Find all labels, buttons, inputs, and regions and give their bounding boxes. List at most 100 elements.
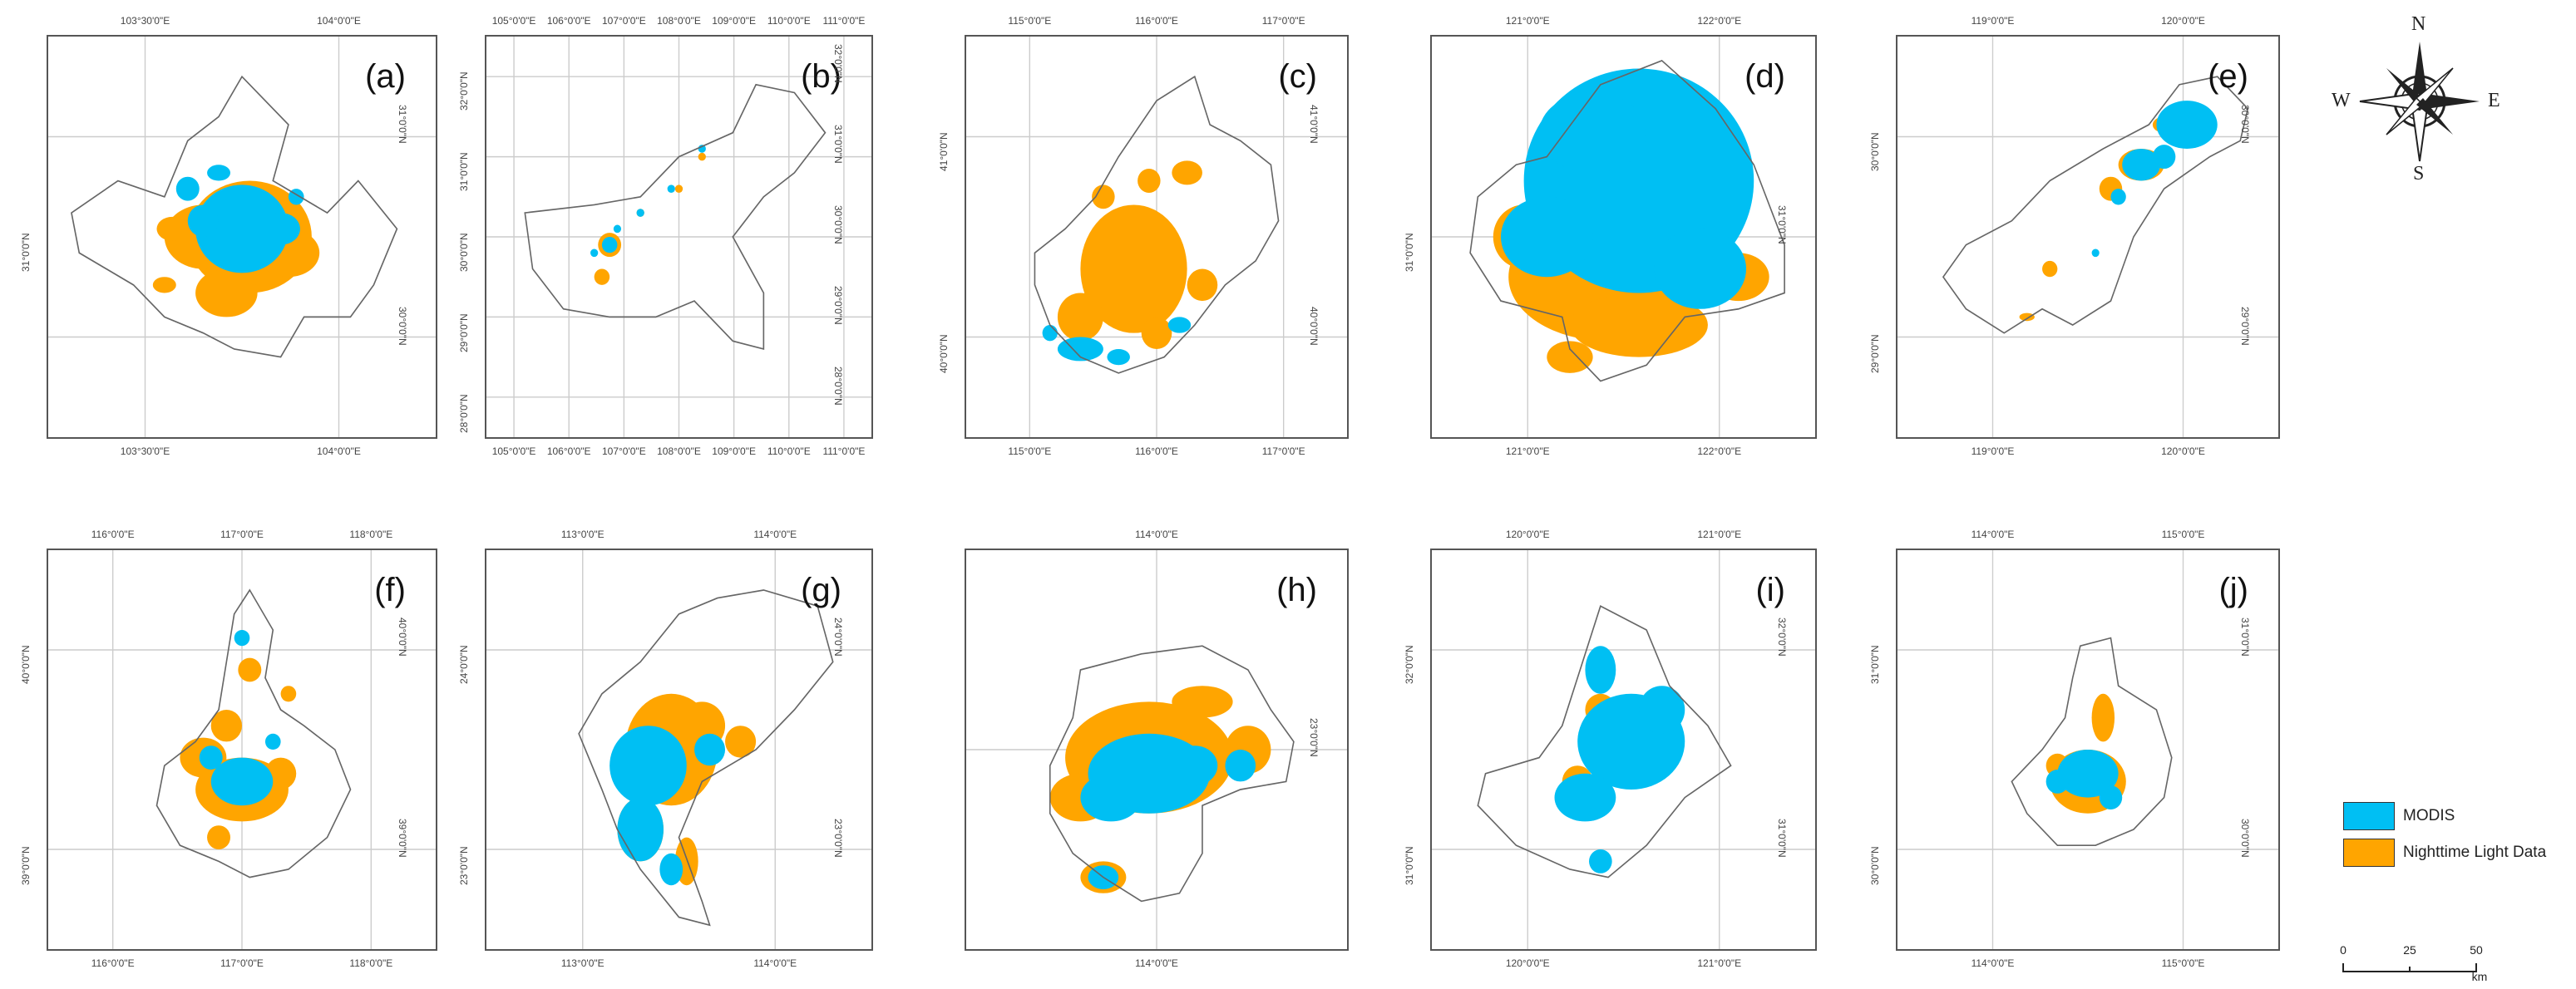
- compass-south-label: S: [2413, 163, 2425, 185]
- modis-urban-area: [1080, 773, 1142, 822]
- modis-urban-area: [2057, 750, 2119, 798]
- tick-label-top: 107°0'0"E: [601, 15, 646, 27]
- compass-rose-icon: [2359, 42, 2480, 162]
- modis-urban-area: [1500, 196, 1593, 278]
- tick-label-left: 24°0'0"N: [458, 645, 470, 684]
- modis-urban-area: [1589, 849, 1612, 873]
- modis-urban-area: [1057, 337, 1103, 362]
- city-boundary-outline: [1034, 75, 1280, 374]
- nighttime-light-urban-area: [1172, 686, 1233, 718]
- modis-urban-area: [1172, 745, 1218, 786]
- tick-label-right: 39°0'0"N: [397, 819, 409, 858]
- tick-label-left: 23°0'0"N: [458, 846, 470, 885]
- tick-label-bottom: 115°0'0"E: [2161, 957, 2205, 969]
- nighttime-light-urban-area: [1547, 341, 1593, 373]
- tick-label-bottom: 118°0'0"E: [349, 957, 393, 969]
- tick-label-bottom: 109°0'0"E: [712, 445, 757, 457]
- compass-east-label: E: [2488, 90, 2500, 111]
- tick-label-top: 119°0'0"E: [1971, 15, 2015, 27]
- panel-label: (i): [1755, 572, 1785, 608]
- city-boundary-outline: [1469, 59, 1785, 382]
- tick-label-bottom: 104°0'0"E: [317, 445, 361, 457]
- tick-label-top: 122°0'0"E: [1697, 15, 1742, 27]
- modis-urban-area: [187, 204, 220, 237]
- map-panel-e: (e) 119°0'0"E 120°0'0"E 119°0'0"E 120°0'0"E 3…: [1869, 15, 2280, 457]
- map-canvas: [48, 550, 436, 949]
- modis-urban-area: [636, 209, 644, 217]
- tick-label-right: 28°0'0"N: [832, 367, 845, 406]
- nighttime-light-urban-area: [280, 686, 297, 702]
- nighttime-light-urban-area: [210, 710, 242, 742]
- nighttime-light-urban-area: [2042, 260, 2058, 278]
- nighttime-light-urban-area: [674, 185, 683, 193]
- nighttime-light-urban-area: [1137, 169, 1161, 193]
- map-canvas: [486, 37, 871, 437]
- map-panel-b: (b) 105°0'0"E 106°0'0"E 107°0'0"E 108°0'0"E 1…: [458, 15, 873, 457]
- city-boundary-outline: [155, 588, 352, 878]
- tick-label-left: 32°0'0"N: [458, 71, 470, 111]
- modis-urban-area: [199, 745, 223, 770]
- map-canvas: [1432, 37, 1815, 437]
- nighttime-light-urban-area: [594, 268, 610, 285]
- panel-label: (g): [801, 572, 841, 608]
- scale-label-50: 50: [2470, 943, 2483, 957]
- tick-label-right: 23°0'0"N: [832, 819, 845, 858]
- north-arrow-compass: N S E W: [2332, 13, 2500, 185]
- tick-label-bottom: 122°0'0"E: [1697, 445, 1742, 457]
- panel-label: (a): [365, 58, 406, 95]
- nighttime-light-urban-area: [1569, 293, 1708, 357]
- nighttime-light-urban-area: [156, 216, 188, 241]
- modis-urban-area: [1225, 750, 1256, 782]
- tick-label-top: 121°0'0"E: [1505, 15, 1550, 27]
- tick-label-bottom: 121°0'0"E: [1697, 957, 1742, 969]
- scale-label-0: 0: [2340, 943, 2347, 957]
- modis-urban-area: [601, 237, 618, 253]
- tick-label-top: 114°0'0"E: [1971, 529, 2015, 540]
- tick-label-top: 113°0'0"E: [560, 529, 605, 540]
- tick-label-right: 40°0'0"N: [1308, 306, 1320, 346]
- tick-label-top: 116°0'0"E: [1135, 15, 1178, 27]
- tick-label-right: 30°0'0"N: [397, 306, 409, 346]
- map-panel-h: (h) 114°0'0"E 114°0'0"E 23°0'0"N: [965, 529, 1349, 969]
- legend: MODIS Nighttime Light Data: [2343, 802, 2546, 875]
- nighttime-light-urban-area: [1092, 185, 1115, 209]
- city-boundary-outline: [524, 83, 827, 351]
- tick-label-right: 30°0'0"N: [2239, 104, 2252, 144]
- panel-label: (h): [1276, 572, 1317, 608]
- city-boundary-outline: [1049, 645, 1295, 903]
- tick-label-bottom: 108°0'0"E: [657, 445, 701, 457]
- tick-label-bottom: 114°0'0"E: [1135, 957, 1178, 969]
- tick-label-right: 31°0'0"N: [2239, 618, 2252, 657]
- tick-label-top: 111°0'0"E: [822, 15, 866, 27]
- legend-item-ntl: Nighttime Light Data: [2343, 839, 2546, 867]
- tick-label-left: 40°0'0"N: [938, 333, 950, 373]
- city-boundary-outline: [71, 75, 398, 358]
- tick-label-bottom: 119°0'0"E: [1971, 445, 2015, 457]
- panel-label: (f): [374, 572, 406, 608]
- tick-label-left: 31°0'0"N: [1869, 645, 1881, 684]
- tick-label-right: 29°0'0"N: [2239, 306, 2252, 346]
- modis-urban-area: [207, 165, 231, 181]
- modis-urban-area: [1585, 646, 1616, 694]
- tick-label-left: 29°0'0"N: [458, 313, 470, 353]
- modis-urban-area: [613, 224, 622, 234]
- map-canvas: [966, 550, 1347, 949]
- tick-label-top: 118°0'0"E: [349, 529, 393, 540]
- tick-label-bottom: 117°0'0"E: [220, 957, 264, 969]
- tick-label-top: 103°30'0"E: [120, 15, 170, 27]
- tick-label-left: 31°0'0"N: [20, 233, 32, 272]
- nighttime-light-urban-area: [2019, 312, 2035, 322]
- tick-label-right: 32°0'0"N: [1776, 618, 1789, 657]
- tick-label-bottom: 117°0'0"E: [1261, 445, 1305, 457]
- tick-label-right: 41°0'0"N: [1308, 104, 1320, 144]
- modis-urban-area: [175, 176, 200, 201]
- modis-urban-area: [2110, 189, 2126, 205]
- tick-label-top: 104°0'0"E: [317, 15, 361, 27]
- modis-urban-area: [1042, 325, 1058, 342]
- map-panel-c: (c) 115°0'0"E 116°0'0"E 117°0'0"E 115°0'0"E 1…: [938, 15, 1349, 457]
- nighttime-light-urban-area: [152, 277, 176, 293]
- tick-label-top: 114°0'0"E: [753, 529, 797, 540]
- tick-label-right: 31°0'0"N: [397, 104, 409, 144]
- tick-label-left: 31°0'0"N: [1404, 846, 1415, 885]
- modis-urban-area: [609, 726, 687, 806]
